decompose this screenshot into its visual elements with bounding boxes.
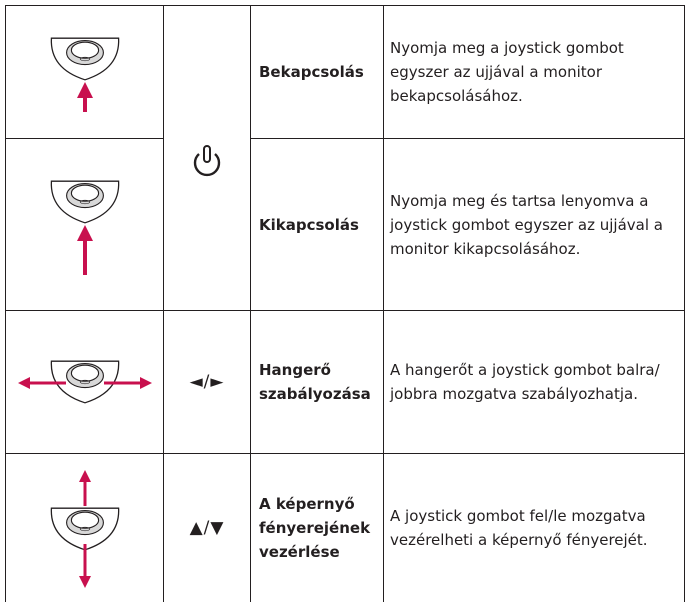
function-cell: Bekapcsolás: [250, 5, 383, 138]
description-cell: A hangerőt a joystick gombot balra/ jobb…: [383, 310, 685, 453]
function-cell: Kikapcsolás: [250, 138, 383, 310]
symbol-cell: ▲/▼: [163, 453, 250, 602]
function-name: Bekapcsolás: [259, 63, 364, 81]
symbol: ◄/►: [189, 372, 225, 392]
icon-cell: [163, 5, 250, 310]
function-cell: A képernyő fényerejének vezérlése: [250, 453, 383, 602]
image-cell: [5, 5, 163, 138]
function-name: Kikapcsolás: [259, 215, 359, 234]
description: A hangerőt a joystick gombot balra/ jobb…: [390, 361, 660, 403]
description: A joystick gombot fel/le mozgatva vezére…: [390, 507, 648, 549]
description-cell: A joystick gombot fel/le mozgatva vezére…: [383, 453, 685, 602]
function-name: Hangerő szabályozása: [259, 361, 371, 403]
function-cell: Hangerő szabályozása: [250, 310, 383, 453]
symbol: ▲/▼: [189, 518, 225, 538]
description-cell: Nyomja meg és tartsa lenyomva a joystick…: [383, 138, 685, 310]
symbol-cell: ◄/►: [163, 310, 250, 453]
joystick-left-right: [18, 360, 152, 403]
function-name: A képernyő fényerejének vezérlése: [259, 495, 371, 561]
image-cell: [5, 310, 163, 453]
description: Nyomja meg a joystick gombot egyszer az …: [390, 39, 624, 105]
image-cell: [5, 453, 163, 602]
description: Nyomja meg és tartsa lenyomva a joystick…: [390, 191, 663, 258]
description-cell: Nyomja meg a joystick gombot egyszer az …: [383, 5, 685, 138]
joystick-up-down: [50, 469, 120, 588]
joystick-press: [50, 37, 120, 112]
image-cell: [5, 138, 163, 310]
power-icon: [193, 145, 221, 177]
joystick-hold: [50, 180, 120, 275]
